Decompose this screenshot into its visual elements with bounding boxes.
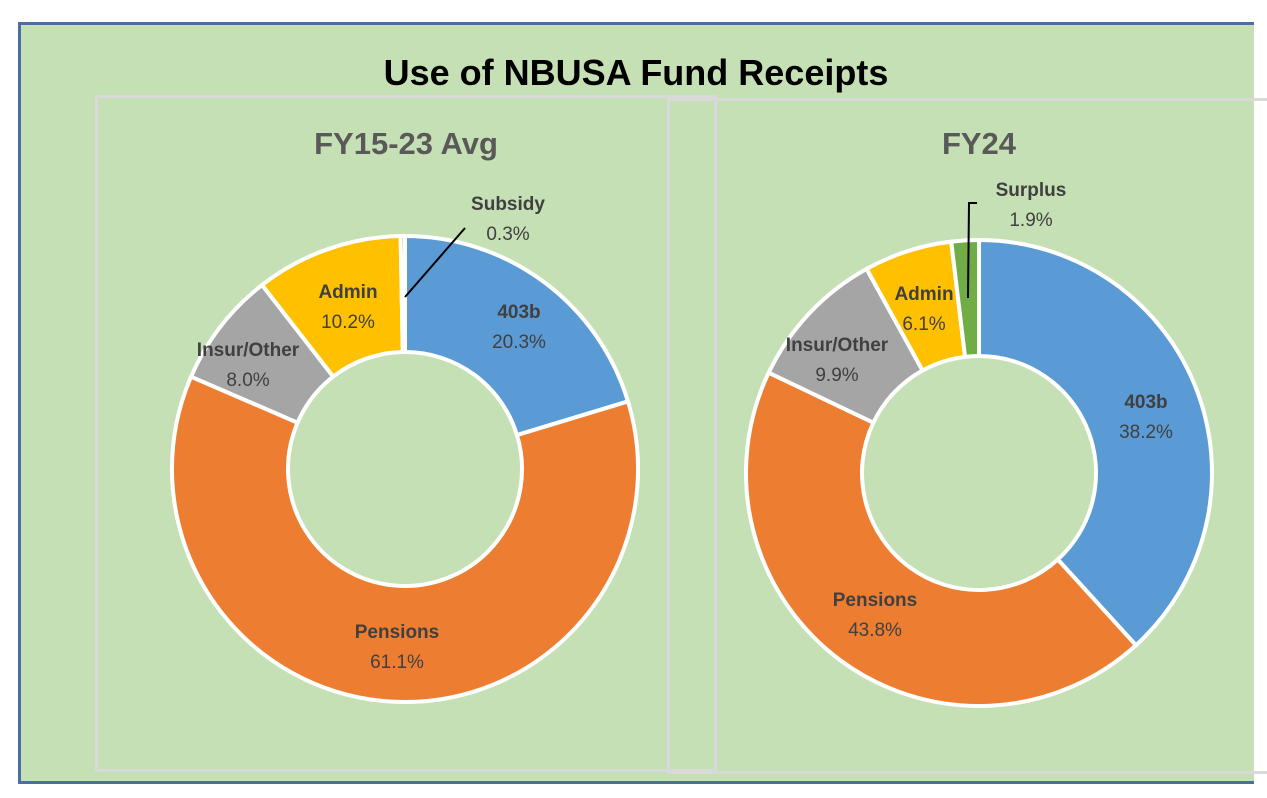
donut0-slice-subsidy — [401, 236, 405, 352]
donut-charts: 403b 20.3%Pensions 61.1%Insur/Other 8.0%Adm… — [0, 0, 1267, 798]
donut0-label-subsidy: Subsidy 0.3% — [471, 194, 545, 245]
donut1-label-surplus: Surplus 1.9% — [996, 180, 1067, 231]
